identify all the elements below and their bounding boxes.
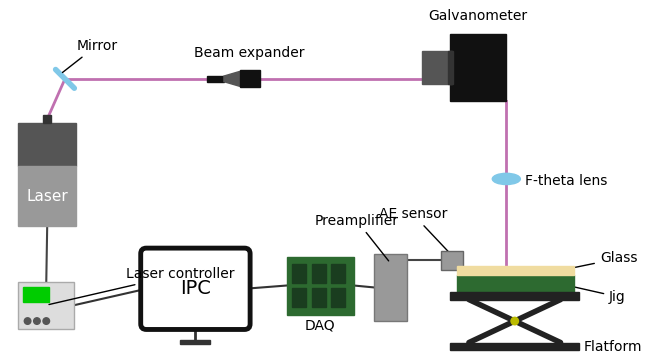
Bar — [450, 343, 579, 350]
Bar — [422, 51, 452, 85]
Bar — [312, 288, 326, 307]
Text: Beam expander: Beam expander — [194, 46, 304, 60]
Text: Mirror: Mirror — [63, 39, 118, 73]
Bar — [441, 251, 463, 270]
Text: Galvanometer: Galvanometer — [429, 9, 528, 23]
Bar — [312, 264, 326, 283]
Bar — [240, 70, 260, 87]
Bar — [287, 257, 354, 314]
Bar — [450, 292, 579, 299]
Polygon shape — [224, 72, 240, 86]
Text: DAQ: DAQ — [305, 319, 335, 333]
Bar — [18, 123, 76, 166]
Bar — [450, 34, 506, 101]
Text: Flatform: Flatform — [584, 340, 642, 354]
Bar — [23, 287, 49, 302]
Circle shape — [34, 318, 40, 324]
Bar — [292, 264, 306, 283]
FancyBboxPatch shape — [141, 248, 250, 330]
Text: Laser controller: Laser controller — [49, 267, 234, 305]
Bar — [18, 166, 76, 226]
Bar — [180, 340, 211, 344]
Circle shape — [511, 317, 519, 325]
Bar — [331, 264, 346, 283]
Circle shape — [25, 318, 31, 324]
Bar — [207, 76, 224, 82]
Bar — [457, 275, 574, 292]
Bar — [373, 254, 407, 321]
Circle shape — [43, 318, 50, 324]
Bar — [448, 51, 453, 85]
Text: Glass: Glass — [562, 252, 638, 270]
Bar — [292, 288, 306, 307]
Bar — [331, 288, 346, 307]
Text: Laser: Laser — [26, 189, 68, 204]
Ellipse shape — [492, 173, 520, 184]
Bar — [43, 115, 51, 123]
Bar — [457, 266, 574, 275]
Text: AE sensor: AE sensor — [379, 207, 450, 254]
Text: Preamplifier: Preamplifier — [315, 213, 399, 261]
Text: Jig: Jig — [562, 284, 626, 304]
Text: IPC: IPC — [180, 279, 211, 298]
Bar — [18, 282, 74, 329]
Text: F-theta lens: F-theta lens — [525, 174, 607, 188]
